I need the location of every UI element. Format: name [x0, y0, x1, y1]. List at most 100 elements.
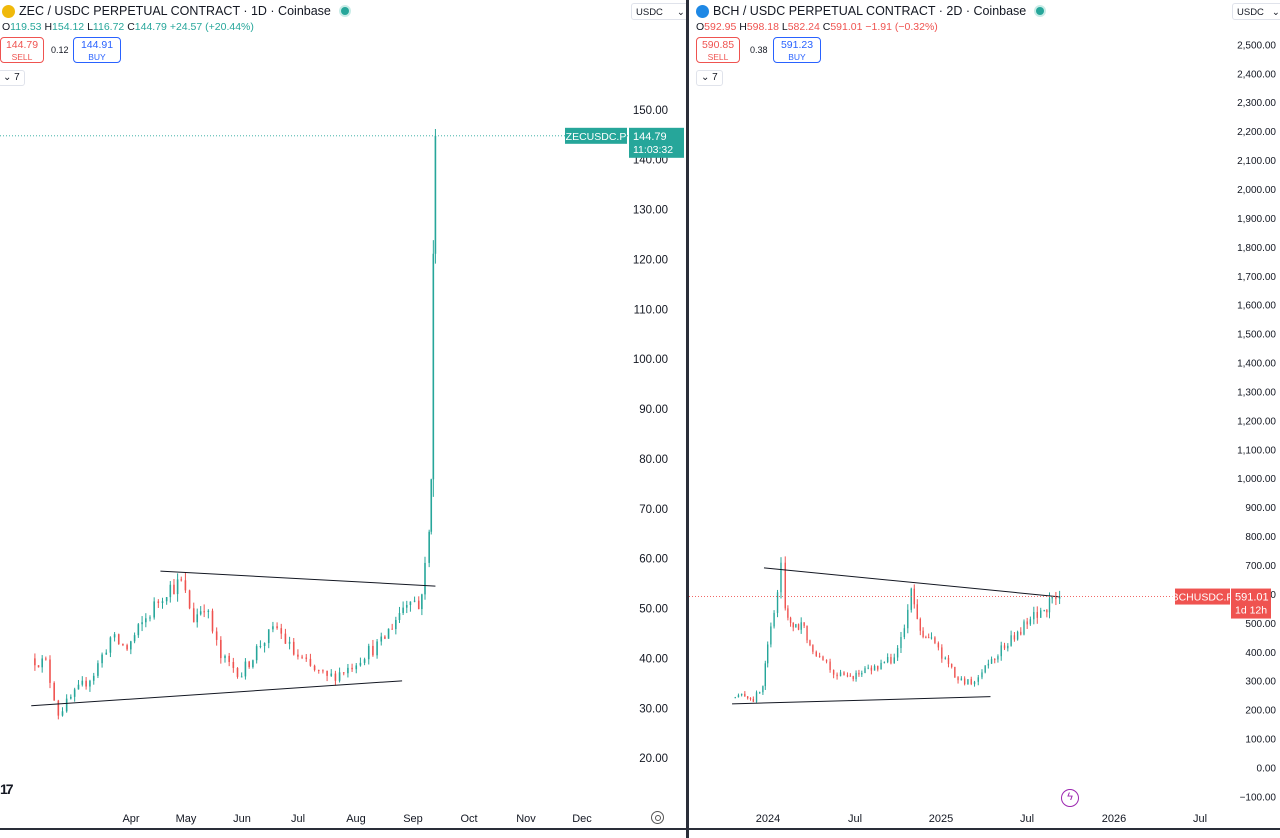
sell-button-left[interactable]: 144.79 SELL [0, 37, 44, 63]
candle-body [818, 655, 821, 657]
candle-body [252, 660, 254, 668]
candle-body [809, 640, 811, 646]
chart-canvas-left[interactable]: 20.00 30.00 40.00 50.00 60.00 70.00 80.00 90.00… [0, 0, 686, 838]
market-status-icon [1036, 7, 1045, 15]
market-status-icon [340, 7, 349, 15]
candle-body [276, 626, 278, 629]
candle-body [1036, 612, 1038, 618]
candle-body [1016, 631, 1019, 640]
candle-body [1023, 621, 1025, 635]
candle-body [957, 677, 959, 681]
candle-body [145, 618, 147, 623]
candle-body [795, 624, 797, 628]
candle-body [417, 600, 420, 610]
candle-body [981, 672, 983, 678]
candle-body [113, 634, 116, 638]
currency-selector-left[interactable]: USDC ⌄ [631, 3, 686, 20]
candle-body [825, 660, 828, 662]
spread-left: 0.12 [51, 45, 69, 55]
candle-body [92, 675, 95, 681]
x-axis-tick-label: 2024 [756, 813, 780, 825]
candle-body [409, 601, 412, 605]
candle-body [984, 665, 986, 673]
sell-button-right[interactable]: 590.85 SELL [696, 37, 740, 63]
candle-body [89, 680, 91, 687]
indicators-collapse-left[interactable]: ⌄ 7 [0, 70, 25, 86]
chart-canvas-right[interactable]: −100.00 0.00 100.00 200.00 300.00 400.00 500.0… [689, 0, 1280, 838]
trendline [160, 570, 436, 587]
candle-body [57, 700, 60, 716]
gear-icon[interactable] [651, 811, 664, 824]
chevron-down-icon: ⌄ [701, 72, 710, 83]
tradingview-logo[interactable]: 17 [0, 781, 14, 797]
candle-body [398, 613, 401, 620]
candle-body [1000, 645, 1002, 657]
candle-body [380, 636, 383, 642]
y-axis-tick-label: 150.00 [633, 105, 668, 117]
candle-body [886, 657, 889, 663]
y-axis-tick-label: 1,100.00 [1237, 445, 1276, 456]
candle-body [153, 601, 155, 618]
candle-body [45, 658, 47, 660]
candle-body [1058, 596, 1061, 599]
candle-body [224, 655, 226, 659]
chart-pane-right[interactable]: −100.00 0.00 100.00 200.00 300.00 400.00 500.0… [689, 0, 1280, 838]
candle-body [1033, 612, 1035, 620]
bottom-border [0, 828, 1280, 830]
candle-body [1003, 645, 1006, 649]
candle-body [70, 696, 72, 699]
y-axis-tick-label: 500.00 [1245, 619, 1276, 630]
chart-pane-left[interactable]: 20.00 30.00 40.00 50.00 60.00 70.00 80.00 90.00… [0, 0, 686, 838]
candle-body [994, 659, 996, 661]
candle-body [997, 656, 999, 660]
candle-body [61, 711, 64, 716]
candle-body [41, 658, 43, 668]
candle-body [338, 672, 341, 681]
y-axis-tick-label: 1,900.00 [1237, 214, 1276, 225]
candle-body [987, 663, 990, 666]
candle-body [376, 641, 378, 656]
candle-body [157, 601, 160, 603]
candle-body [930, 637, 933, 639]
currency-selector-right[interactable]: USDC ⌄ [1232, 3, 1280, 20]
candle-body [428, 531, 430, 563]
candle-body [196, 614, 199, 623]
y-axis-tick-label: 60.00 [639, 554, 668, 566]
buy-button-right[interactable]: 591.23 BUY [773, 37, 821, 63]
y-axis-tick-label: 70.00 [639, 504, 668, 516]
x-axis-tick-label: Jul [1020, 813, 1034, 825]
buy-button-left[interactable]: 144.91 BUY [73, 37, 121, 63]
candle-body [877, 666, 879, 670]
candle-body [402, 607, 404, 614]
candle-body [387, 628, 390, 639]
y-axis-tick-label: 120.00 [633, 254, 668, 266]
candle-body [800, 622, 802, 630]
y-axis-tick-label: 1,400.00 [1237, 359, 1276, 370]
candle-body [301, 656, 303, 658]
indicators-collapse-right[interactable]: ⌄ 7 [696, 70, 723, 86]
flash-icon[interactable]: ϟ [1061, 789, 1079, 807]
candle-body [829, 661, 831, 671]
candle-body [806, 625, 808, 641]
chevron-down-icon: ⌄ [3, 72, 12, 83]
symbol-legend-left[interactable]: ZEC / USDC PERPETUAL CONTRACT · 1D · Coi… [2, 4, 349, 18]
candle-body [755, 692, 758, 702]
candle-body [1013, 635, 1016, 640]
y-axis-tick-label: 30.00 [639, 703, 668, 715]
candle-body [1010, 635, 1012, 646]
candle-body [855, 672, 857, 680]
price-tag-symbol: ZECUSDC.P [566, 131, 627, 143]
y-axis-tick-label: 2,100.00 [1237, 156, 1276, 167]
candle-body [740, 693, 743, 696]
candle-body [883, 662, 886, 664]
x-axis-tick-label: 2026 [1102, 813, 1126, 825]
candle-body [137, 624, 140, 636]
candle-body [744, 693, 746, 697]
candle-body [967, 679, 969, 685]
candle-body [244, 661, 247, 677]
y-axis-tick-label: 1,800.00 [1237, 243, 1276, 254]
symbol-legend-right[interactable]: BCH / USDC PERPETUAL CONTRACT · 2D · Coi… [696, 4, 1045, 18]
candle-body [1040, 610, 1042, 618]
pane-divider[interactable] [686, 0, 689, 838]
price-tag-value-bg [629, 127, 684, 158]
